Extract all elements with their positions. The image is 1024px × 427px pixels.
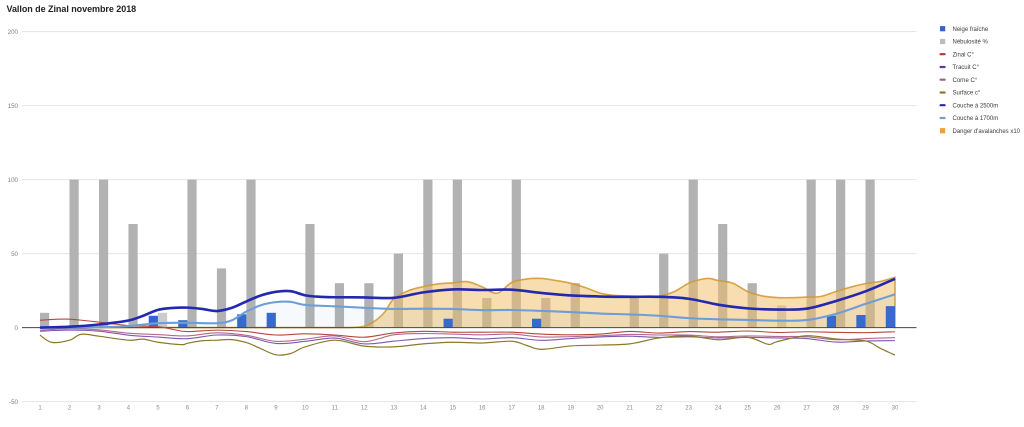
svg-text:19: 19 xyxy=(567,406,574,412)
svg-text:10: 10 xyxy=(302,406,309,412)
svg-text:1: 1 xyxy=(38,406,42,412)
svg-text:3: 3 xyxy=(97,406,101,412)
svg-text:12: 12 xyxy=(361,406,368,412)
svg-text:Tracuit C°: Tracuit C° xyxy=(953,65,980,71)
svg-text:20: 20 xyxy=(597,406,604,412)
svg-text:11: 11 xyxy=(332,406,339,412)
svg-text:29: 29 xyxy=(862,406,869,412)
svg-text:Zinal C°: Zinal C° xyxy=(953,52,975,58)
svg-text:Couche à 2500m: Couche à 2500m xyxy=(953,103,999,109)
svg-text:0: 0 xyxy=(15,325,19,332)
svg-text:Corne C°: Corne C° xyxy=(953,78,978,84)
svg-text:22: 22 xyxy=(656,406,663,412)
svg-text:15: 15 xyxy=(449,406,456,412)
svg-text:26: 26 xyxy=(774,406,781,412)
svg-text:21: 21 xyxy=(626,406,633,412)
svg-text:16: 16 xyxy=(479,406,486,412)
svg-text:7: 7 xyxy=(215,406,219,412)
svg-text:-50: -50 xyxy=(9,399,19,406)
svg-text:28: 28 xyxy=(833,406,840,412)
svg-text:100: 100 xyxy=(8,177,19,184)
svg-text:Surface c°: Surface c° xyxy=(953,91,981,97)
svg-text:13: 13 xyxy=(390,406,397,412)
svg-text:18: 18 xyxy=(538,406,545,412)
svg-text:27: 27 xyxy=(803,406,810,412)
svg-text:50: 50 xyxy=(11,251,18,258)
svg-text:4: 4 xyxy=(127,406,131,412)
svg-text:150: 150 xyxy=(8,103,19,110)
svg-text:9: 9 xyxy=(274,406,278,412)
svg-text:14: 14 xyxy=(420,406,427,412)
svg-text:Nébulosité %: Nébulosité % xyxy=(953,40,989,46)
svg-text:17: 17 xyxy=(508,406,515,412)
svg-text:5: 5 xyxy=(156,406,160,412)
svg-text:Couche à 1700m: Couche à 1700m xyxy=(953,116,999,122)
svg-text:30: 30 xyxy=(892,406,899,412)
svg-text:24: 24 xyxy=(715,406,722,412)
svg-text:Neige fraîche: Neige fraîche xyxy=(953,27,989,33)
svg-text:Danger d'avalanches x10: Danger d'avalanches x10 xyxy=(953,129,1021,135)
svg-text:25: 25 xyxy=(744,406,751,412)
svg-text:6: 6 xyxy=(186,406,190,412)
svg-text:23: 23 xyxy=(685,406,692,412)
svg-text:Vallon de Zinal novembre 2018: Vallon de Zinal novembre 2018 xyxy=(7,4,137,14)
svg-text:200: 200 xyxy=(8,29,19,36)
svg-text:2: 2 xyxy=(68,406,72,412)
svg-text:8: 8 xyxy=(245,406,249,412)
